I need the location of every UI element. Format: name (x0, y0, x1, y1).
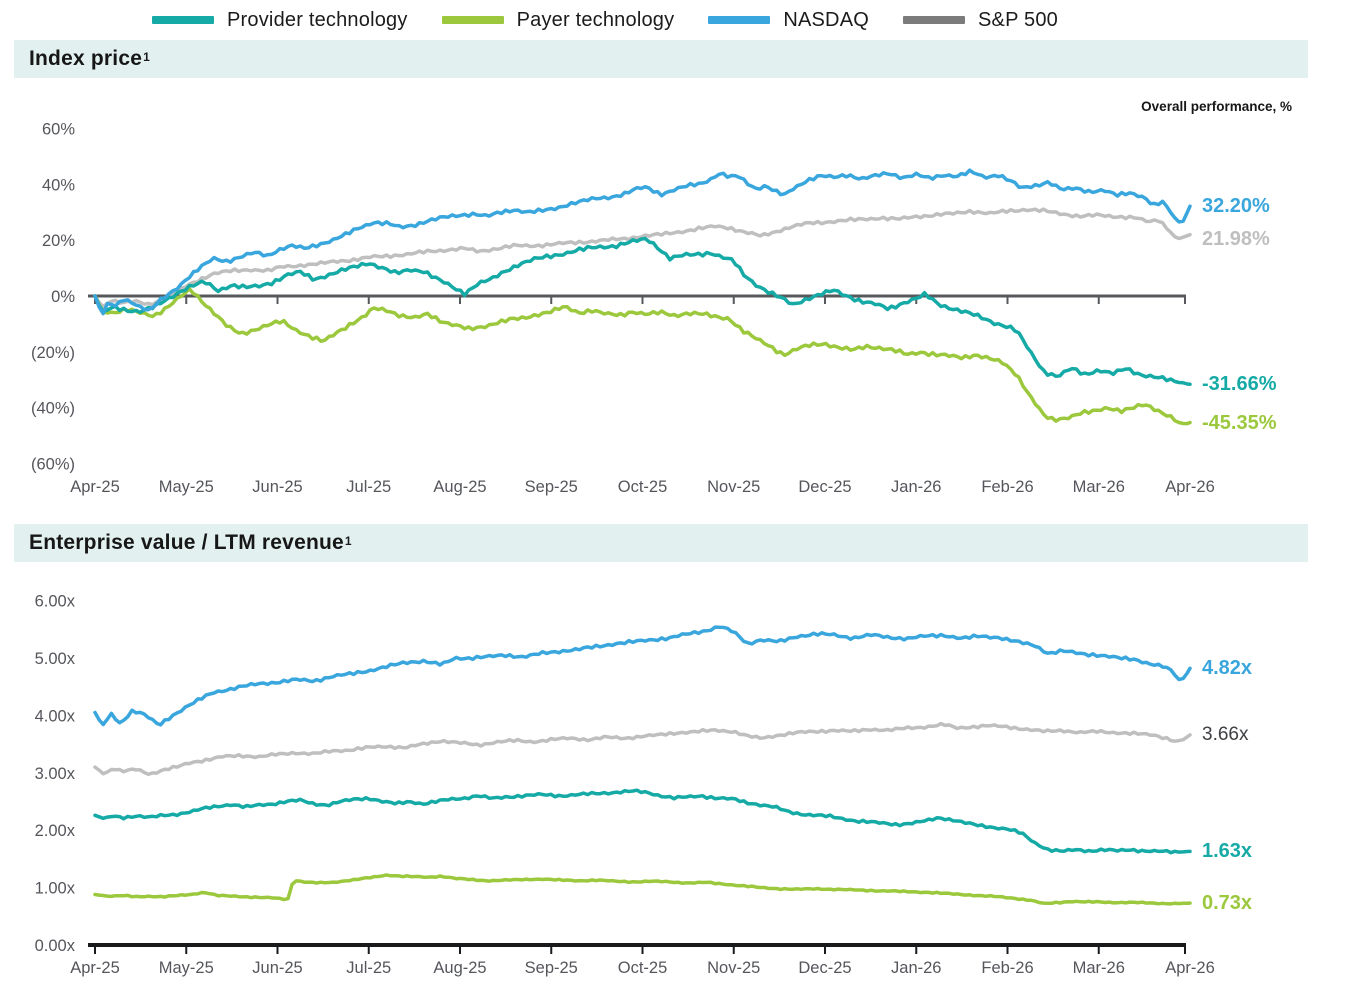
series-line-provider-technology (93, 788, 1192, 855)
legend-item-provider-technology: Provider technology (152, 9, 408, 32)
overall-performance-label: Overall performance, % (1141, 99, 1292, 114)
x-tick-label: Oct-25 (618, 959, 668, 977)
legend-label-payer-technology: Payer technology (516, 8, 675, 31)
x-tick-label: Jun-25 (252, 478, 302, 496)
legend-label-provider-technology: Provider technology (227, 8, 408, 31)
legend-item-sp-500: S&P 500 (903, 9, 1058, 32)
series-line-payer-technology (93, 287, 1192, 426)
x-tick-label: Nov-25 (707, 959, 760, 977)
y-tick-label: 5.00x (35, 650, 76, 668)
y-tick-label: 1.00x (35, 880, 76, 898)
x-tick-label: Dec-25 (798, 478, 851, 496)
y-tick-label: 4.00x (35, 707, 76, 725)
x-tick-label: May-25 (159, 959, 214, 977)
legend-item-nasdaq: NASDAQ (708, 9, 869, 32)
y-tick-label: 6.00x (35, 593, 76, 611)
x-tick-label: Oct-25 (618, 478, 668, 496)
x-tick-label: Feb-26 (981, 959, 1033, 977)
y-tick-label: 40% (42, 176, 75, 194)
y-tick-label: (60%) (31, 455, 75, 473)
series-line-s-p-500 (93, 207, 1192, 309)
x-tick-label: Sep-25 (525, 478, 578, 496)
series-line-nasdaq (93, 625, 1192, 727)
x-tick-label: Jan-26 (891, 478, 941, 496)
section-title-index-price: Index price (29, 47, 143, 70)
y-tick-label: 0.00x (35, 937, 76, 955)
series-line-nasdaq (93, 168, 1192, 316)
y-tick-label: (20%) (31, 344, 75, 362)
series-end-label-s-p-500: 3.66x (1202, 723, 1249, 745)
footnote-marker: 1 (143, 50, 150, 64)
series-end-label-provider-technology: 1.63x (1202, 840, 1253, 863)
series-line-payer-technology (93, 873, 1192, 906)
x-tick-label: Mar-26 (1073, 478, 1125, 496)
chart-legend: Provider technology Payer technology NASDA… (152, 5, 1058, 35)
chart-canvas: 6.00x 5.00x 4.00x 3.00x 2.00x 1.00x 0.00x Apr-2… (35, 593, 1215, 977)
legend-label-nasdaq: NASDAQ (783, 8, 869, 31)
y-tick-label: 2.00x (35, 822, 76, 840)
chart-canvas: 60% 40% 20% 0% (20%) (40%) (60%) Apr-25 May-25 Ju… (31, 121, 1215, 496)
series-line-provider-technology (93, 236, 1192, 387)
series-end-label-nasdaq: 32.20% (1202, 195, 1270, 218)
x-tick-label: Apr-25 (70, 478, 120, 496)
x-tick-label: Nov-25 (707, 478, 760, 496)
legend-label-sp-500: S&P 500 (978, 8, 1058, 31)
y-tick-label: 0% (51, 288, 75, 306)
section-title-ev-ltm-revenue: Enterprise value / LTM revenue (29, 531, 344, 554)
x-tick-label: Apr-26 (1165, 959, 1215, 977)
index-price-chart: 60% 40% 20% 0% (20%) (40%) (60%) Apr-25 May-25 Ju… (0, 90, 1360, 515)
x-tick-label: Apr-25 (70, 959, 120, 977)
x-tick-label: Dec-25 (798, 959, 851, 977)
x-tick-label: Jan-26 (891, 959, 941, 977)
series-line-s-p-500 (93, 721, 1192, 777)
series-end-label-payer-technology: -45.35% (1202, 411, 1277, 434)
footnote-marker: 1 (344, 534, 352, 548)
section-header-ev-ltm-revenue: Enterprise value / LTM revenue 1 (14, 524, 1308, 562)
x-tick-label: Mar-26 (1073, 959, 1125, 977)
x-tick-label: Sep-25 (525, 959, 578, 977)
x-tick-label: Jul-25 (346, 959, 391, 977)
series-end-label-provider-technology: -31.66% (1202, 373, 1277, 396)
y-tick-label: (40%) (31, 400, 75, 418)
legend-swatch-sp-500 (903, 16, 965, 24)
x-tick-label: Jul-25 (346, 478, 391, 496)
x-tick-label: Aug-25 (433, 478, 486, 496)
x-tick-label: Aug-25 (433, 959, 486, 977)
series-end-label-payer-technology: 0.73x (1202, 892, 1253, 915)
series-end-label-s-p-500: 21.98% (1202, 228, 1270, 251)
x-tick-label: Apr-26 (1165, 478, 1215, 496)
legend-swatch-provider-technology (152, 16, 214, 24)
x-tick-label: Jun-25 (252, 959, 302, 977)
y-tick-label: 3.00x (35, 765, 76, 783)
section-header-index-price: Index price 1 (14, 40, 1308, 78)
series-end-label-nasdaq: 4.82x (1202, 657, 1253, 680)
y-tick-label: 60% (42, 121, 75, 139)
x-tick-label: Feb-26 (981, 478, 1033, 496)
ev-ltm-revenue-chart: 6.00x 5.00x 4.00x 3.00x 2.00x 1.00x 0.00x Apr-2… (0, 575, 1360, 999)
legend-swatch-nasdaq (708, 16, 771, 24)
x-tick-label: May-25 (159, 478, 214, 496)
legend-item-payer-technology: Payer technology (441, 8, 675, 32)
legend-swatch-payer-technology (441, 16, 504, 24)
y-tick-label: 20% (42, 232, 75, 250)
